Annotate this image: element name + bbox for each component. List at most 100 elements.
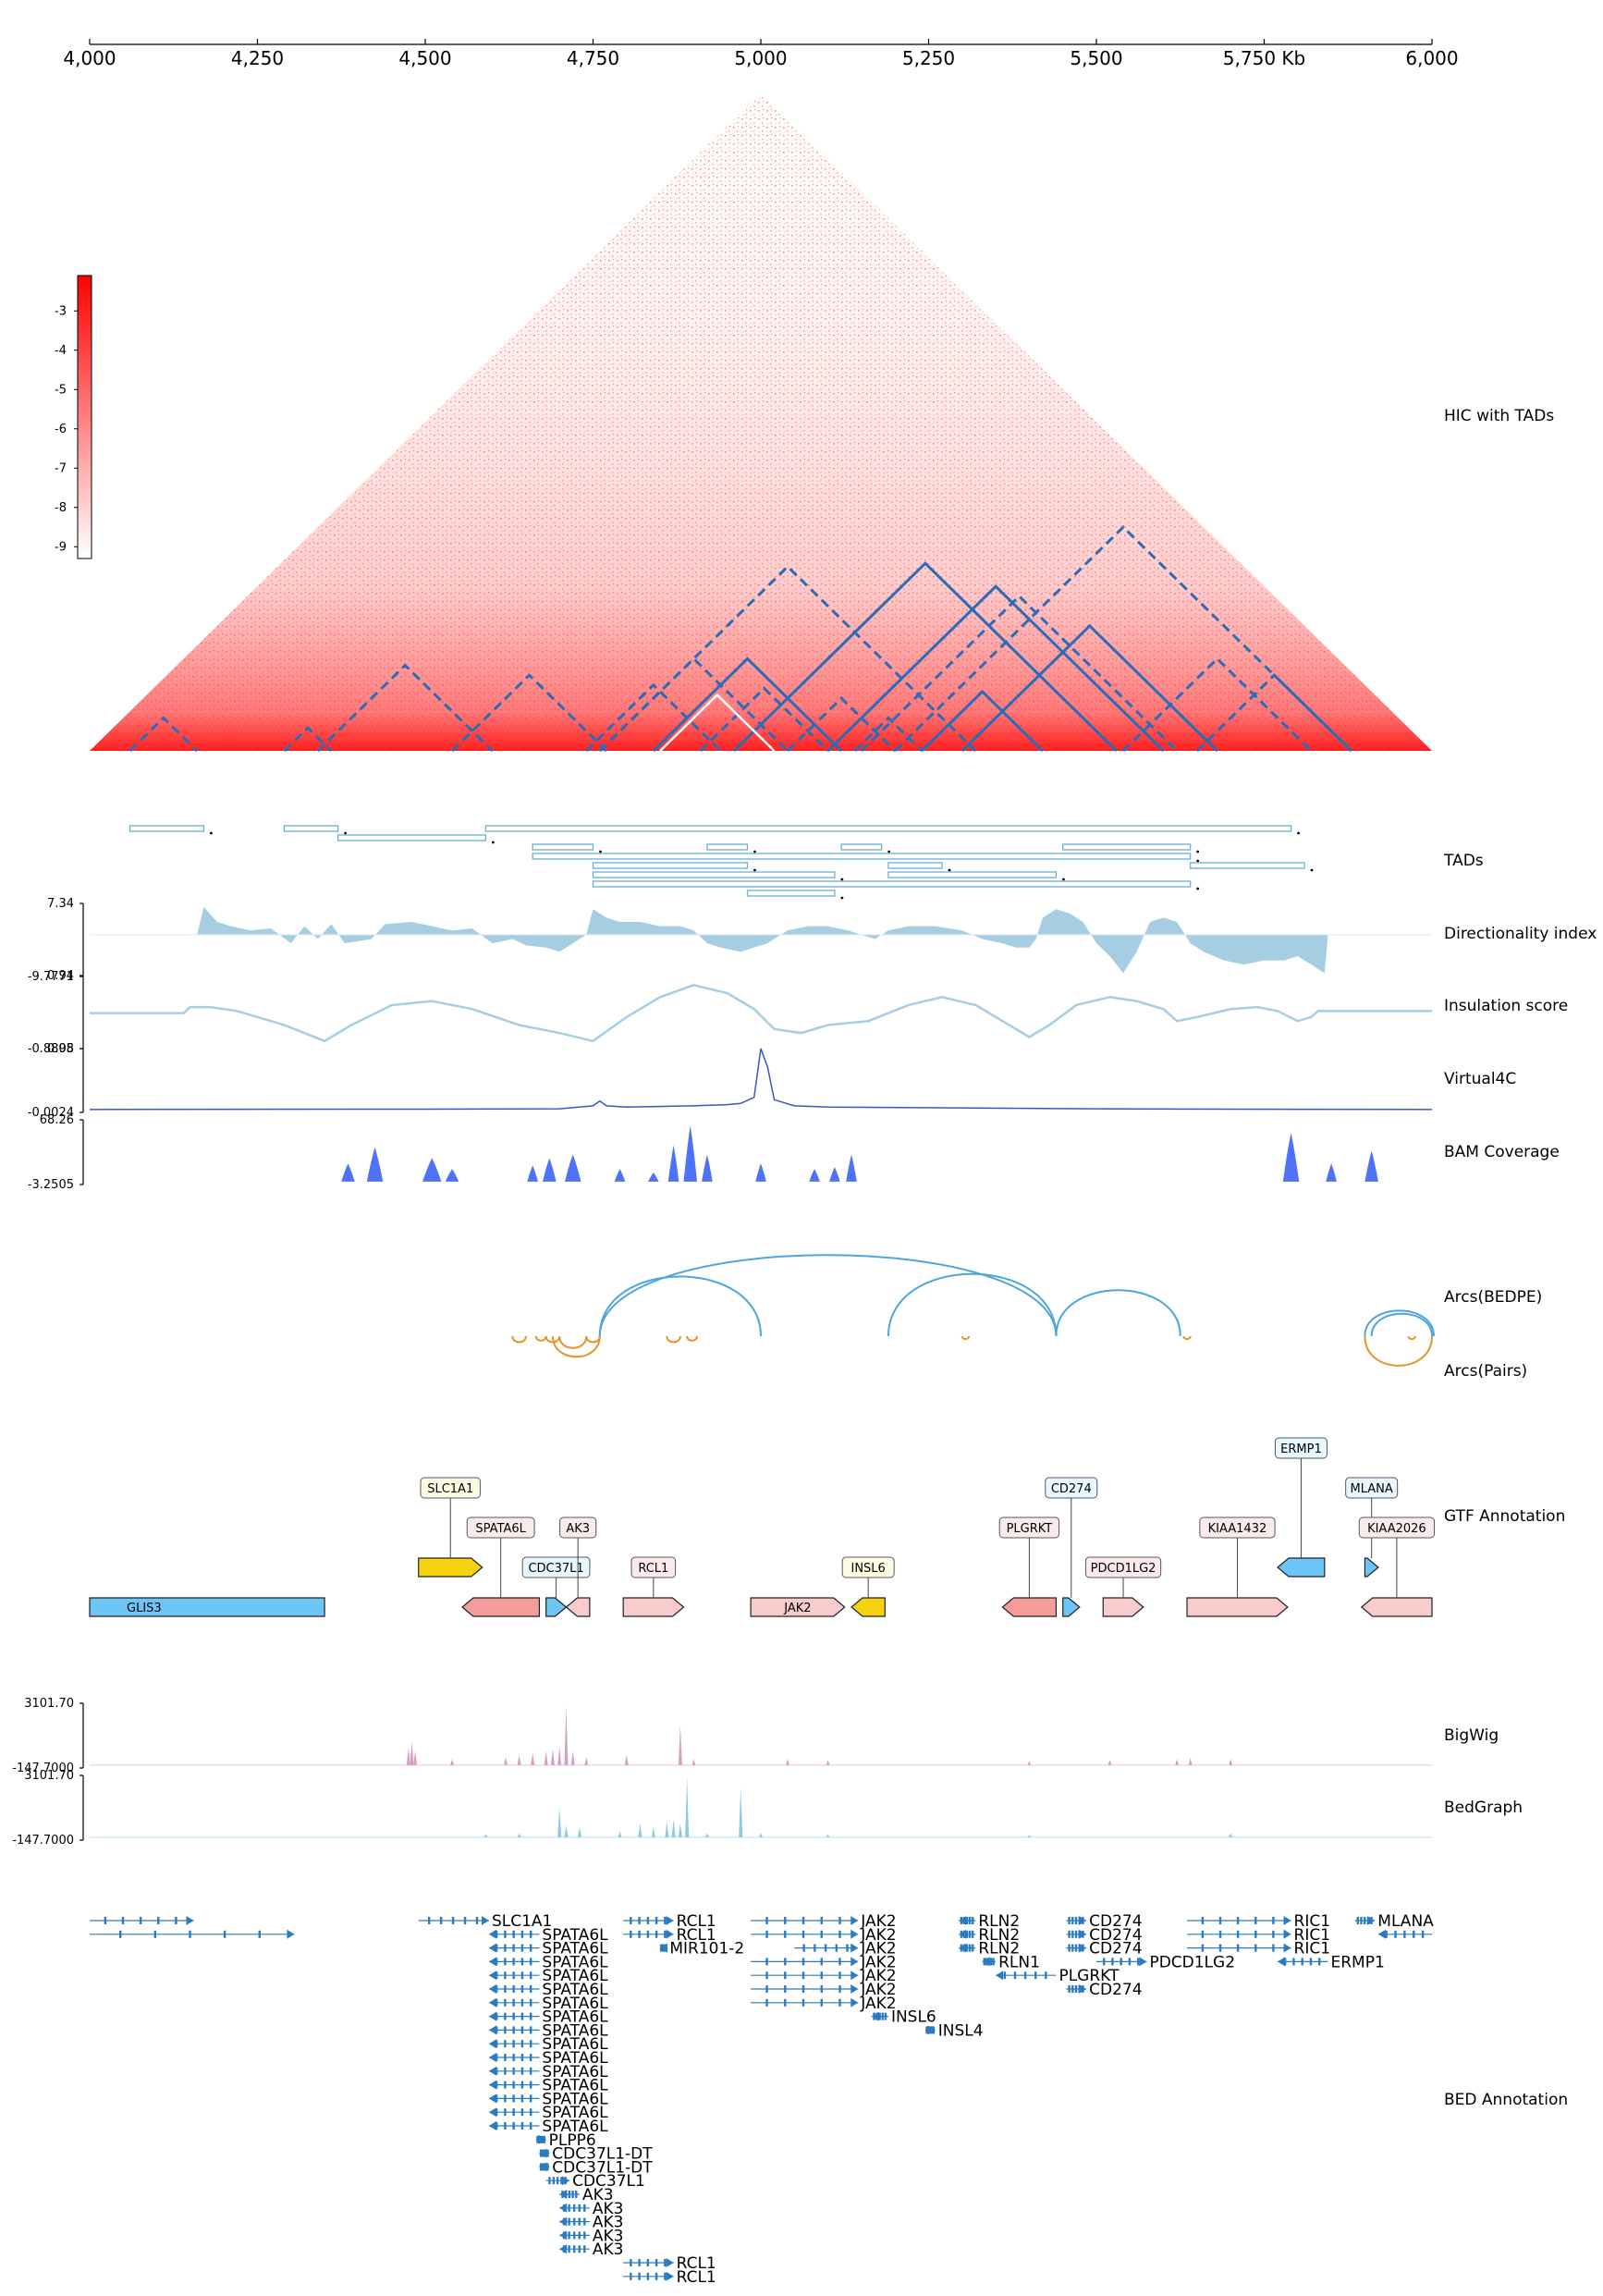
bed-exon — [258, 1930, 261, 1938]
gtf-gene-label: AK3 — [566, 1522, 590, 1536]
bed-exon — [1318, 1958, 1321, 1966]
bed-exon — [504, 2108, 507, 2117]
bed-exon — [568, 2204, 570, 2212]
bed-exon — [520, 2108, 524, 2117]
tad-end-dot — [1310, 868, 1314, 872]
bed-exon — [583, 2204, 586, 2212]
tad-end-dot — [344, 831, 348, 835]
pairs-arc — [666, 1335, 681, 1344]
tad-interval — [128, 825, 205, 832]
hic-tad-dashed — [786, 695, 897, 753]
bam-peak — [702, 1154, 713, 1182]
tad-interval — [1189, 862, 1305, 869]
bed-exon — [1413, 1930, 1415, 1938]
bed-exon — [765, 1998, 768, 2007]
bed-exon — [463, 1917, 467, 1924]
bed-strand-arrow — [1377, 1929, 1386, 1939]
bed-strand-arrow — [850, 1916, 859, 1925]
tad-interval — [532, 853, 1192, 860]
bedgraph-track: 3101.70 -147.7000 — [12, 1769, 1432, 1848]
gtf-gene-body — [1062, 1597, 1081, 1617]
pairs-arc — [551, 1335, 601, 1358]
bed-feature-label: CD274 — [1089, 1912, 1142, 1931]
bed-feature-label: RCL1 — [677, 1926, 716, 1945]
x-tick-label: 5,000 — [734, 47, 787, 69]
bed-exon — [655, 1917, 658, 1924]
tads-track-label: TADs — [1443, 852, 1484, 870]
virtual4c-ymin-label: -0.0024 — [28, 1106, 74, 1120]
bed-feature-label: MLANA — [1377, 1912, 1434, 1931]
bed-exon — [1071, 1985, 1074, 1993]
bedgraph-spike — [759, 1833, 763, 1837]
arcs-pairs-label: Arcs(Pairs) — [1444, 1362, 1527, 1381]
gtf-annotation-track: GLIS3 SLC1A1 SPATA6L CDC37L1 AK3 RCL1 JAK2 INSL… — [89, 1437, 1435, 1617]
hic-tad-solid — [826, 584, 1165, 753]
colorbar-tick-label: -4 — [55, 344, 67, 358]
bam-peak — [809, 1169, 820, 1182]
bed-exon — [552, 2177, 556, 2185]
hic-tad-dashed — [283, 725, 333, 753]
gtf-label-box — [1274, 1437, 1328, 1459]
bed-exon — [968, 1917, 972, 1924]
bed-exon — [529, 2040, 532, 2048]
bed-exon — [630, 1917, 632, 1924]
x-tick-label: 4,750 — [567, 47, 619, 69]
bed-exon — [784, 1998, 787, 2007]
bed-exon — [153, 1930, 157, 1938]
bam-peak — [1282, 1132, 1300, 1182]
bed-exon — [495, 1971, 498, 1980]
bed-exon — [495, 1958, 498, 1966]
bed-exon — [512, 2094, 515, 2103]
bed-exon — [968, 1930, 972, 1938]
bed-exon — [802, 1917, 805, 1924]
pairs-arc — [686, 1335, 699, 1342]
gtf-label-box — [630, 1556, 677, 1578]
bed-exon — [578, 2245, 581, 2253]
bed-exon — [223, 1930, 226, 1938]
tad-end-dot — [1297, 831, 1300, 835]
gtf-gene-label: MLANA — [1351, 1482, 1393, 1496]
bed-strand-arrow — [850, 1984, 859, 1994]
bed-exon — [495, 2054, 498, 2061]
x-tick-label: 5,750 Kb — [1223, 47, 1305, 69]
x-axis-ticks: 4,000 4,250 4,500 4,750 5,000 5,250 5,500 5,750… — [63, 39, 1459, 69]
tad-interval — [887, 862, 943, 869]
bed-strand-arrow — [850, 1971, 859, 1981]
bed-exon — [784, 1958, 787, 1966]
bed-strand-arrow — [927, 2025, 936, 2035]
bed-strand-arrow — [488, 2025, 496, 2035]
bed-feature-label: RCL1 — [677, 1912, 716, 1931]
bed-feature-label: RCL1 — [677, 2254, 716, 2273]
bed-exon — [573, 2217, 576, 2226]
bed-exon — [820, 1985, 823, 1993]
bed-exon — [1201, 1917, 1205, 1924]
bedgraph-spike — [483, 1834, 488, 1837]
bed-strand-arrow — [850, 1943, 859, 1953]
bed-feature-label: CDC37L1-DT — [552, 2145, 653, 2164]
bed-exon — [512, 1998, 515, 2007]
bed-strand-arrow — [666, 1916, 674, 1925]
pairs-arc — [534, 1335, 547, 1342]
bed-exon — [571, 2191, 574, 2198]
arcs-pairs-track — [511, 1335, 1433, 1367]
bed-exon — [820, 1917, 823, 1924]
bigwig-spike — [410, 1740, 414, 1765]
arcs-bedpe-label: Arcs(BEDPE) — [1444, 1288, 1542, 1307]
bedgraph-spike — [826, 1834, 830, 1837]
bed-exon — [1201, 1930, 1205, 1938]
hic-tad-dashed — [128, 716, 199, 753]
bed-exon — [495, 2094, 498, 2103]
bigwig-spike — [564, 1705, 569, 1765]
tad-interval — [746, 890, 836, 897]
bed-feature-label: SPATA6L — [542, 2049, 608, 2068]
bed-feature-label: ERMP1 — [1330, 1953, 1384, 1971]
bed-exon — [175, 1917, 177, 1924]
bed-exon — [1403, 1930, 1406, 1938]
gtf-gene-body — [1364, 1557, 1379, 1578]
gtf-gene-label: KIAA2026 — [1367, 1522, 1426, 1536]
bed-exon — [1074, 1944, 1078, 1952]
colorbar-tick-label: -5 — [55, 383, 67, 397]
bed-exon — [512, 2081, 515, 2089]
bed-exon — [1272, 1930, 1275, 1938]
gtf-gene-body — [1186, 1597, 1289, 1617]
